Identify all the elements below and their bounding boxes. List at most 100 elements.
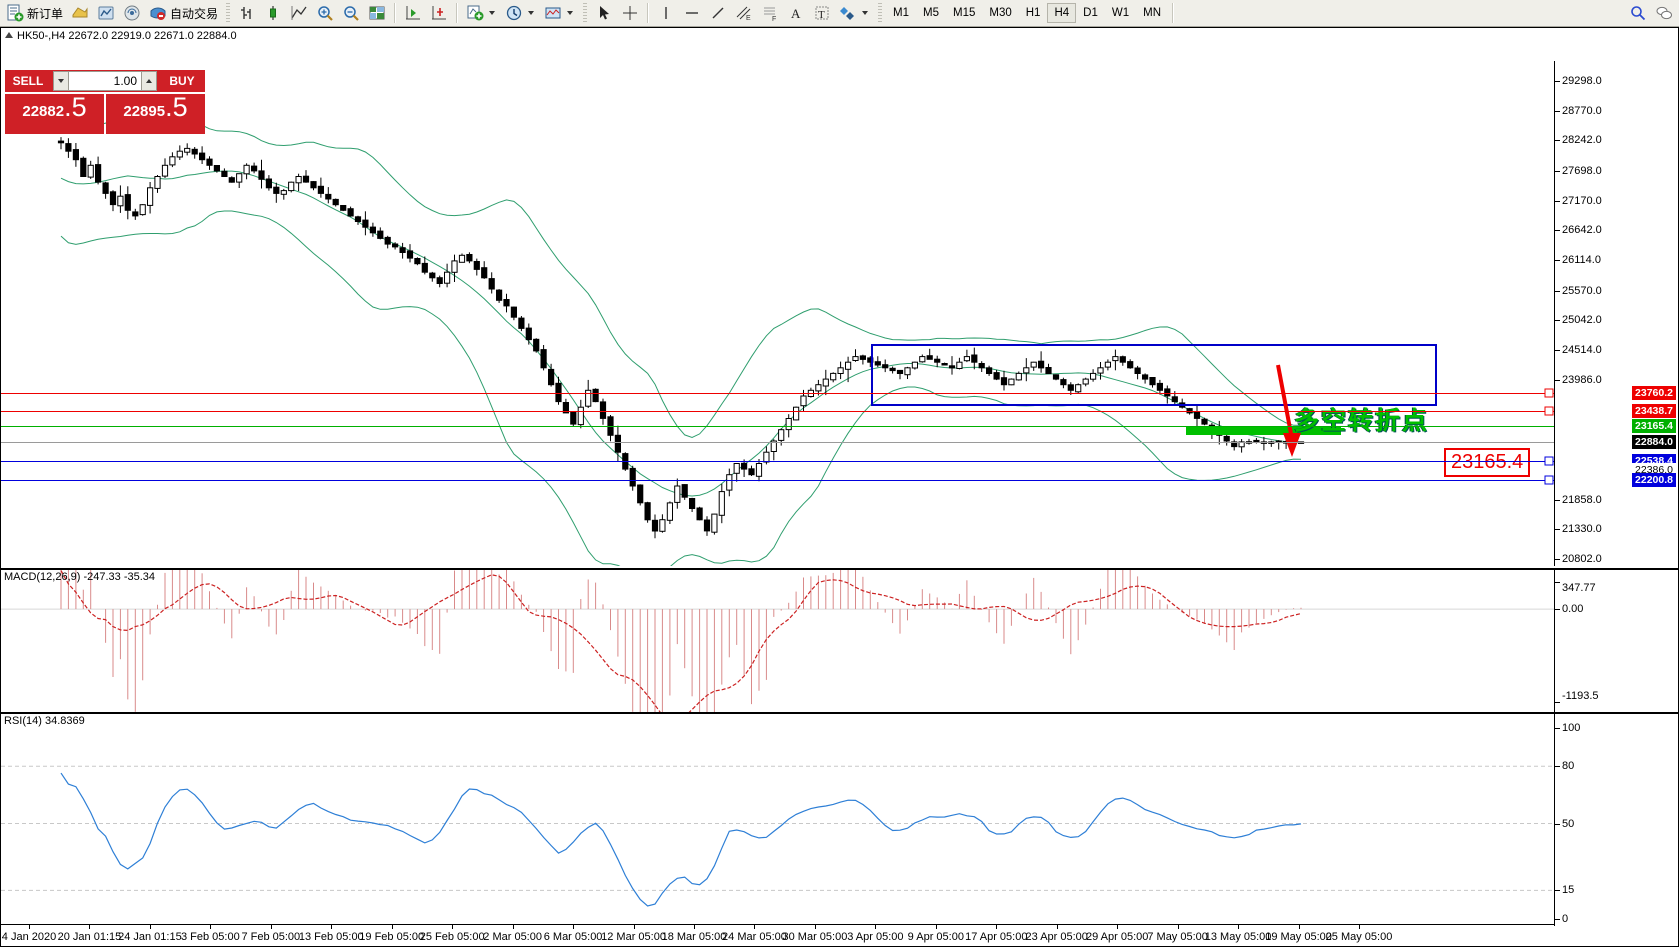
search-button[interactable] <box>1625 0 1651 26</box>
macd-axis[interactable]: 347.77 0.00 -1193.5 <box>1554 570 1678 712</box>
price-axis[interactable]: 29298.0 28770.0 28242.0 27698.0 27170.0 26642… <box>1554 61 1678 566</box>
template-button[interactable] <box>462 0 501 26</box>
macd-pane[interactable]: MACD(12,26,9) -247.33 -35.34 347.77 0.00 -… <box>1 568 1678 712</box>
price-level-badge-23165.4[interactable]: 23165.4 <box>1632 419 1676 434</box>
price-level-line-23165.4[interactable] <box>1 426 1554 428</box>
buy-button[interactable]: BUY <box>159 70 205 92</box>
rsi-plot-area[interactable] <box>1 714 1554 926</box>
rsi-axis[interactable]: 100 80 50 15 0 <box>1554 714 1678 926</box>
price-level-badge-22200.8[interactable]: 22200.8 <box>1632 473 1676 488</box>
indicator-list-button[interactable] <box>540 0 579 26</box>
one-click-trading-panel[interactable]: SELL 1.00 BUY 22882 .5 22895 .5 <box>5 70 205 134</box>
price-level-line-22200.8[interactable] <box>1 480 1554 482</box>
volume-stepper[interactable]: 1.00 <box>51 70 159 92</box>
time-axis[interactable]: 4 Jan 2020 20 Jan 01:15 24 Jan 01:15 3 Feb … <box>1 924 1554 949</box>
chat-button[interactable] <box>1651 0 1677 26</box>
shift-end-button[interactable] <box>400 0 426 26</box>
time-tick <box>270 925 272 929</box>
buy-price-button[interactable]: 22895 .5 <box>106 94 205 134</box>
timeframe-m5[interactable]: M5 <box>923 7 939 19</box>
price-tick-label: 25042.0 <box>1562 314 1602 327</box>
auto-scroll-button[interactable] <box>426 0 452 26</box>
vertical-line-button[interactable] <box>653 0 679 26</box>
price-level-handle-23760.2[interactable] <box>1544 388 1554 398</box>
text-button[interactable]: T <box>809 0 835 26</box>
chevron-down-icon-4[interactable] <box>862 11 869 15</box>
candlestick-chart-button[interactable] <box>260 0 286 26</box>
volume-decrease-button[interactable] <box>53 71 69 91</box>
new-order-button[interactable]: 新订单 <box>2 0 67 26</box>
toolbar-grip-3[interactable] <box>878 3 883 23</box>
timeframe-m1[interactable]: M1 <box>893 7 910 19</box>
price-level-line-22538.4[interactable] <box>1 461 1554 463</box>
signal-button[interactable] <box>119 0 145 26</box>
chevron-down-icon-3[interactable] <box>567 11 574 15</box>
timeframe-m15[interactable]: M15 <box>953 7 976 19</box>
chevron-down-icon-vol <box>58 79 64 83</box>
shapes-button[interactable] <box>835 0 874 26</box>
timeframe-mn[interactable]: MN <box>1143 7 1161 19</box>
text-label-button[interactable]: A <box>783 0 809 26</box>
equidistant-channel-button[interactable]: E <box>731 0 757 26</box>
price-tick <box>1555 320 1560 322</box>
crosshair-button[interactable] <box>617 0 643 26</box>
chevron-down-icon-2[interactable] <box>528 11 535 15</box>
sell-price-button[interactable]: 22882 .5 <box>5 94 104 134</box>
timeframe-h1[interactable]: H1 <box>1025 7 1041 19</box>
consolidation-rectangle[interactable] <box>871 344 1437 406</box>
price-level-badge-23438.7[interactable]: 23438.7 <box>1632 403 1676 418</box>
volume-increase-button[interactable] <box>141 71 157 91</box>
price-tick-label: 20802.0 <box>1562 553 1602 565</box>
rsi-tick-label: 0 <box>1562 913 1569 925</box>
data-window-button[interactable] <box>93 0 119 26</box>
price-level-handle-22538.4[interactable] <box>1544 456 1554 466</box>
horizontal-line-button[interactable] <box>679 0 705 26</box>
timeframe-d1[interactable]: D1 <box>1083 7 1098 19</box>
timeframe-w1[interactable]: W1 <box>1111 7 1130 19</box>
zoom-out-button[interactable] <box>338 0 364 26</box>
price-level-handle-22200.8[interactable] <box>1544 475 1554 485</box>
cursor-button[interactable] <box>591 0 617 26</box>
price-level-badge-23760.2[interactable]: 23760.2 <box>1632 385 1676 400</box>
time-tick-label: 24 Mar 05:00 <box>722 931 787 943</box>
time-tick <box>694 925 695 929</box>
price-level-badge-22884.0[interactable]: 22884.0 <box>1632 434 1676 449</box>
chart-window[interactable]: HK50-,H4 22672.0 22919.0 22671.0 22884.0… <box>0 27 1679 947</box>
tile-windows-button[interactable] <box>364 0 390 26</box>
auto-trading-button[interactable]: 自动交易 <box>145 0 222 26</box>
time-tick-label: 30 Mar 05:00 <box>782 931 848 943</box>
volume-input[interactable]: 1.00 <box>69 71 141 91</box>
toolbar-grip[interactable] <box>226 3 231 23</box>
time-tick <box>1359 925 1360 929</box>
line-chart-button[interactable] <box>286 0 312 26</box>
fibonacci-button[interactable]: F <box>757 0 783 26</box>
line-chart-icon <box>290 4 308 22</box>
buy-price-fraction: .5 <box>165 92 188 122</box>
macd-plot-area[interactable] <box>1 570 1554 712</box>
timeframe-h4[interactable]: H4 <box>1047 3 1077 23</box>
bar-chart-button[interactable] <box>234 0 260 26</box>
time-tick-label: 23 Apr 05:00 <box>1025 931 1088 943</box>
macd-tick-label: -1193.5 <box>1562 690 1599 702</box>
price-pane[interactable]: 多空转折点 23165.4 29298.0 28770.0 28242.0 27698… <box>1 61 1678 566</box>
price-level-line-22884.0[interactable] <box>1 441 1554 443</box>
rsi-tick <box>1555 919 1560 920</box>
time-tick <box>633 925 635 929</box>
support-bar-drawing[interactable] <box>1186 426 1341 435</box>
new-order-icon <box>6 4 24 22</box>
timeframe-m30[interactable]: M30 <box>989 7 1012 19</box>
price-level-handle-23438.7[interactable] <box>1544 406 1554 416</box>
rsi-pane[interactable]: RSI(14) 34.8369 100 80 50 15 0 <box>1 712 1678 926</box>
sell-button[interactable]: SELL <box>5 70 51 92</box>
collapse-arrow-icon[interactable] <box>5 32 13 38</box>
trendline-button[interactable] <box>705 0 731 26</box>
chevron-down-icon[interactable] <box>489 11 496 15</box>
indicators-button[interactable] <box>67 0 93 26</box>
price-plot-area[interactable]: 多空转折点 23165.4 <box>1 61 1554 566</box>
toolbar-grip-2[interactable] <box>583 3 588 23</box>
price-level-line-23438.7[interactable] <box>1 410 1554 412</box>
vertical-line-icon <box>657 4 675 22</box>
period-button[interactable] <box>501 0 540 26</box>
price-level-line-23760.2[interactable] <box>1 392 1554 394</box>
zoom-in-button[interactable] <box>312 0 338 26</box>
